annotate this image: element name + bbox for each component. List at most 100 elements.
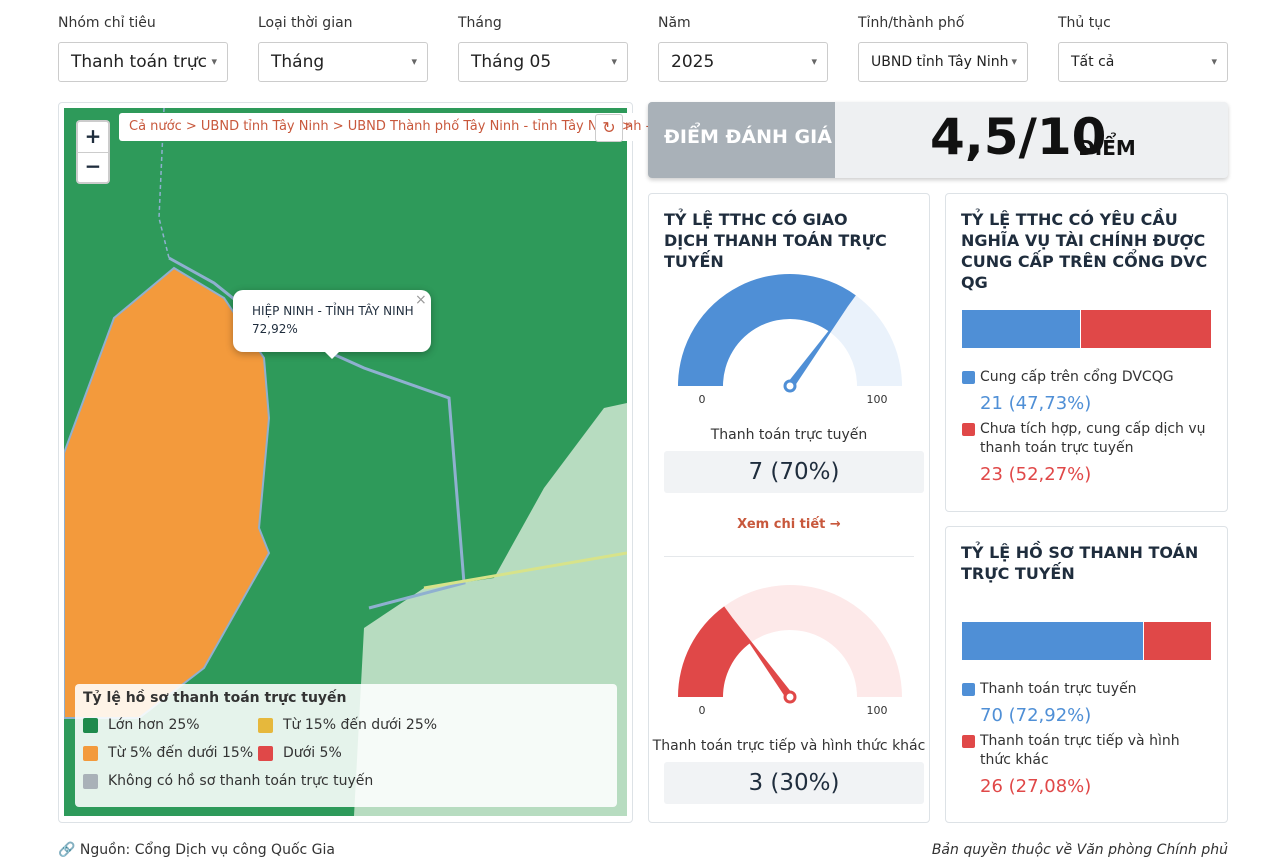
popup-title: HIỆP NINH - TỈNH TÂY NINH [252,304,414,318]
select[interactable]: 2025 ▾ [658,42,828,82]
popup-close[interactable]: × [415,292,427,308]
gauge-min: 0 [699,704,706,717]
gauge-hub [783,379,797,393]
segment-value: 23 (52,27%) [980,464,1092,485]
gauge-max: 100 [867,393,888,406]
link-text[interactable]: Xem chi tiết [737,517,826,532]
popup: HIỆP NINH - TỈNH TÂY NINH 72,92% × [233,290,431,352]
refresh-button[interactable]: ↻ [595,114,623,142]
gauge-value: 3 (30%) [664,762,924,804]
legend-swatch [83,746,98,761]
gauge-fill [678,273,856,386]
select[interactable]: Tất cả ▾ [1058,42,1228,82]
gauge-value: 7 (70%) [664,451,924,493]
gauge-fill [678,606,751,697]
gauge-track [829,295,902,386]
filter-label: Nhóm chỉ tiêu [58,15,156,31]
segment-value: 70 (72,92%) [980,705,1092,726]
zoom-control: + − [76,120,110,184]
select-value: 2025 [671,52,715,72]
legend-label: Từ 5% đến dưới 15% [108,745,254,761]
road [423,551,627,590]
bar-segment [1080,310,1211,348]
detail-link[interactable]: Xem chi tiết → [737,517,841,532]
select-value: Tháng 05 [471,52,552,72]
legend-swatch [962,735,975,748]
score-unit: ĐIỂM [1078,136,1136,160]
score-value: 4,5/10 [930,108,1107,166]
zoom-in[interactable]: + [78,122,108,153]
legend-label: Không có hồ sơ thanh toán trực tuyến [108,773,374,789]
legend-title: Tỷ lệ hồ sơ thanh toán trực tuyến [83,690,347,706]
legend-swatch [83,718,98,733]
bar-card: TỶ LỆ HỒ SƠ THANH TOÁN TRỰC TUYẾN Thanh t… [945,526,1228,823]
score-panel: ĐIỂM ĐÁNH GIÁ 4,5/10 ĐIỂM [648,102,1228,178]
legend-label: Dưới 5% [283,745,342,761]
caret-icon: ▾ [411,55,417,68]
caret-icon: ▾ [1211,55,1217,68]
legend-swatch [962,371,975,384]
popup-value: 72,92% [252,322,298,336]
gauge-track [724,585,902,697]
source-text: Nguồn: Cổng Dịch vụ công Quốc Gia [79,842,335,858]
bar-card: TỶ LỆ TTHC CÓ YÊU CẦU NGHĨA VỤ TÀI CHÍNH… [945,193,1228,512]
gauges: 0 100 0 100 [678,273,902,717]
gauge-min: 0 [699,393,706,406]
breadcrumb[interactable]: Cả nước > UBND tỉnh Tây Ninh > UBND Thàn… [119,113,643,141]
card-title: TỶ LỆ HỒ SƠ THANH TOÁN TRỰC TUYẾN [961,543,1199,583]
legend-swatch [258,718,273,733]
select-value: Thanh toán trực [71,52,207,72]
source: 🔗 Nguồn: Cổng Dịch vụ công Quốc Gia [58,842,335,858]
legend-label: Thanh toán trực tiếp và hình thức khác [980,733,1180,768]
card-title: TỶ LỆ TTHC CÓ GIAO DỊCH THANH TOÁN TRỰC … [664,210,887,271]
legend-label: Lớn hơn 25% [108,717,200,733]
select[interactable]: UBND tỉnh Tây Ninh ▾ [858,42,1028,82]
caret-icon: ▾ [1011,55,1017,68]
gauge-caption: Thanh toán trực tuyến [710,427,868,443]
gauge-needle [786,306,848,389]
gauge-card: TỶ LỆ TTHC CÓ GIAO DỊCH THANH TOÁN TRỰC … [648,193,930,823]
gauge-caption: Thanh toán trực tiếp và hình thức khác [652,738,926,754]
segment-value: 21 (47,73%) [980,393,1092,414]
popup-tip [323,350,341,359]
filter-label: Năm [658,15,691,31]
map-panel: + − Cả nước > UBND tỉnh Tây Ninh > UBND Th… [58,102,740,823]
filter-label: Thủ tục [1058,15,1111,31]
filter-label: Tháng [458,15,502,31]
bar-segment [962,310,1080,348]
bar-segment [962,622,1143,660]
caret-icon: ▾ [211,55,217,68]
caret-icon: ▾ [811,55,817,68]
segment-value: 26 (27,08%) [980,776,1092,797]
gauge-hub [783,690,797,704]
legend-swatch [962,423,975,436]
boundary [158,108,170,259]
zoom-out[interactable]: − [84,154,102,178]
divider [664,556,914,557]
select[interactable]: Tháng 05 ▾ [458,42,628,82]
score-label: ĐIỂM ĐÁNH GIÁ [664,126,832,148]
boundary [168,256,466,610]
select-value: UBND tỉnh Tây Ninh [871,54,1009,70]
filter-label: Loại thời gian [258,15,353,31]
caret-icon: ▾ [611,55,617,68]
select[interactable]: Thanh toán trực ▾ [58,42,228,82]
select-value: Tất cả [1071,54,1115,70]
select-value: Tháng [271,52,325,72]
legend-label: Thanh toán trực tuyến [980,681,1137,697]
legend-swatch [83,774,98,789]
legend-swatch [962,683,975,696]
card-title: TỶ LỆ TTHC CÓ YÊU CẦU NGHĨA VỤ TÀI CHÍNH… [961,210,1208,292]
copyright: Bản quyền thuộc về Văn phòng Chính phủ [931,842,1228,858]
legend-swatch [258,746,273,761]
gauge-max: 100 [867,704,888,717]
map-legend: Tỷ lệ hồ sơ thanh toán trực tuyến Lớn hơn… [75,684,617,807]
bar-segment [1143,622,1211,660]
score-label-bg [648,102,835,178]
legend-label: Từ 15% đến dưới 25% [283,717,438,733]
select[interactable]: Tháng ▾ [258,42,428,82]
legend-label: Cung cấp trên cổng DVCQG [980,369,1174,385]
filter-label: Tỉnh/thành phố [858,15,965,31]
gauge-needle [732,617,794,700]
